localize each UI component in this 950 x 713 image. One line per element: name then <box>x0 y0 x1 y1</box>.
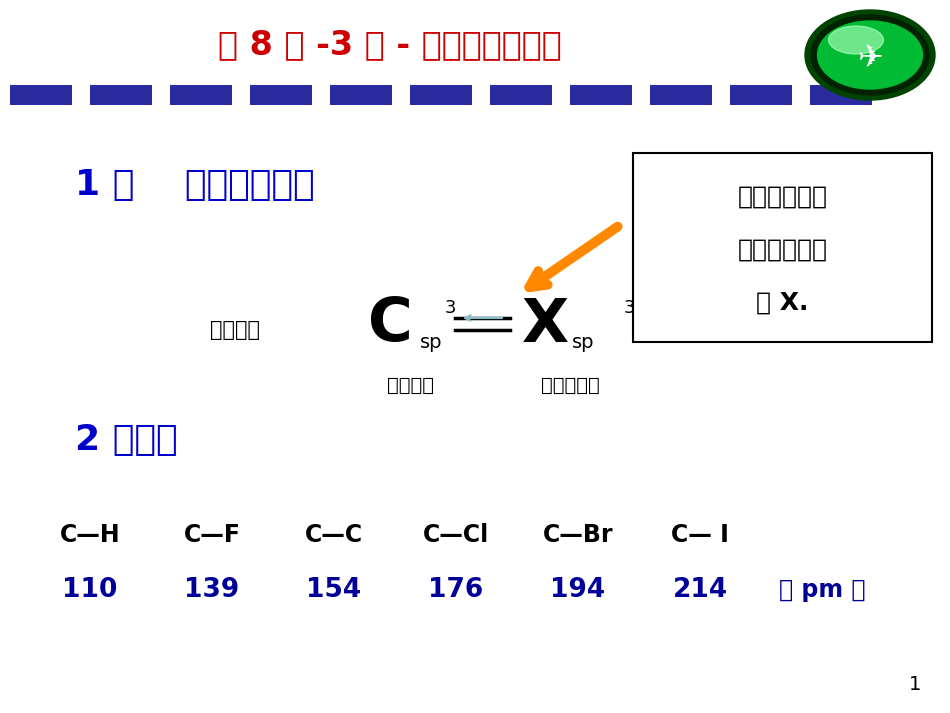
Text: 1 、    碳卤键的特点: 1 、 碳卤键的特点 <box>75 168 314 202</box>
Text: ✈: ✈ <box>857 43 883 73</box>
Bar <box>250 85 312 105</box>
Bar <box>650 85 712 105</box>
Text: 向 X.: 向 X. <box>756 291 808 315</box>
Text: C—Cl: C—Cl <box>423 523 489 547</box>
Bar <box>490 85 552 105</box>
Text: sp: sp <box>420 334 443 352</box>
Text: sp: sp <box>572 334 595 352</box>
Bar <box>730 85 792 105</box>
Text: 等性杂化: 等性杂化 <box>387 376 433 394</box>
Text: 极性共价键，: 极性共价键， <box>737 185 827 209</box>
Text: 194: 194 <box>550 577 605 603</box>
Text: 2 、键长: 2 、键长 <box>75 423 178 457</box>
Bar <box>90 85 152 105</box>
Text: C—H: C—H <box>60 523 121 547</box>
Ellipse shape <box>818 21 922 89</box>
Text: 1: 1 <box>909 675 922 694</box>
Text: 成键轨道: 成键轨道 <box>210 320 260 340</box>
Text: 176: 176 <box>428 577 484 603</box>
Text: C—C: C—C <box>305 523 363 547</box>
Bar <box>410 85 472 105</box>
Text: 3: 3 <box>445 299 457 317</box>
Bar <box>170 85 232 105</box>
Bar <box>810 85 872 105</box>
Text: X: X <box>522 295 568 354</box>
FancyBboxPatch shape <box>633 153 932 342</box>
Text: 214: 214 <box>673 577 728 603</box>
Text: C—Br: C—Br <box>542 523 614 547</box>
Text: C— I: C— I <box>671 523 729 547</box>
Ellipse shape <box>828 26 884 54</box>
Text: 154: 154 <box>307 577 362 603</box>
Ellipse shape <box>811 15 929 95</box>
Text: 成键电子对偏: 成键电子对偏 <box>737 238 827 262</box>
Bar <box>570 85 632 105</box>
Text: （ pm ）: （ pm ） <box>779 578 865 602</box>
Text: 不等性杂化: 不等性杂化 <box>541 376 599 394</box>
Text: C—F: C—F <box>183 523 240 547</box>
Ellipse shape <box>805 10 935 100</box>
Text: C: C <box>368 295 412 354</box>
Text: 3: 3 <box>624 299 636 317</box>
Bar <box>330 85 392 105</box>
Text: 139: 139 <box>184 577 239 603</box>
Bar <box>10 85 72 105</box>
Text: 第 8 章 -3 节 - 卤代烃化学性质: 第 8 章 -3 节 - 卤代烃化学性质 <box>218 29 561 61</box>
Text: 110: 110 <box>63 577 118 603</box>
